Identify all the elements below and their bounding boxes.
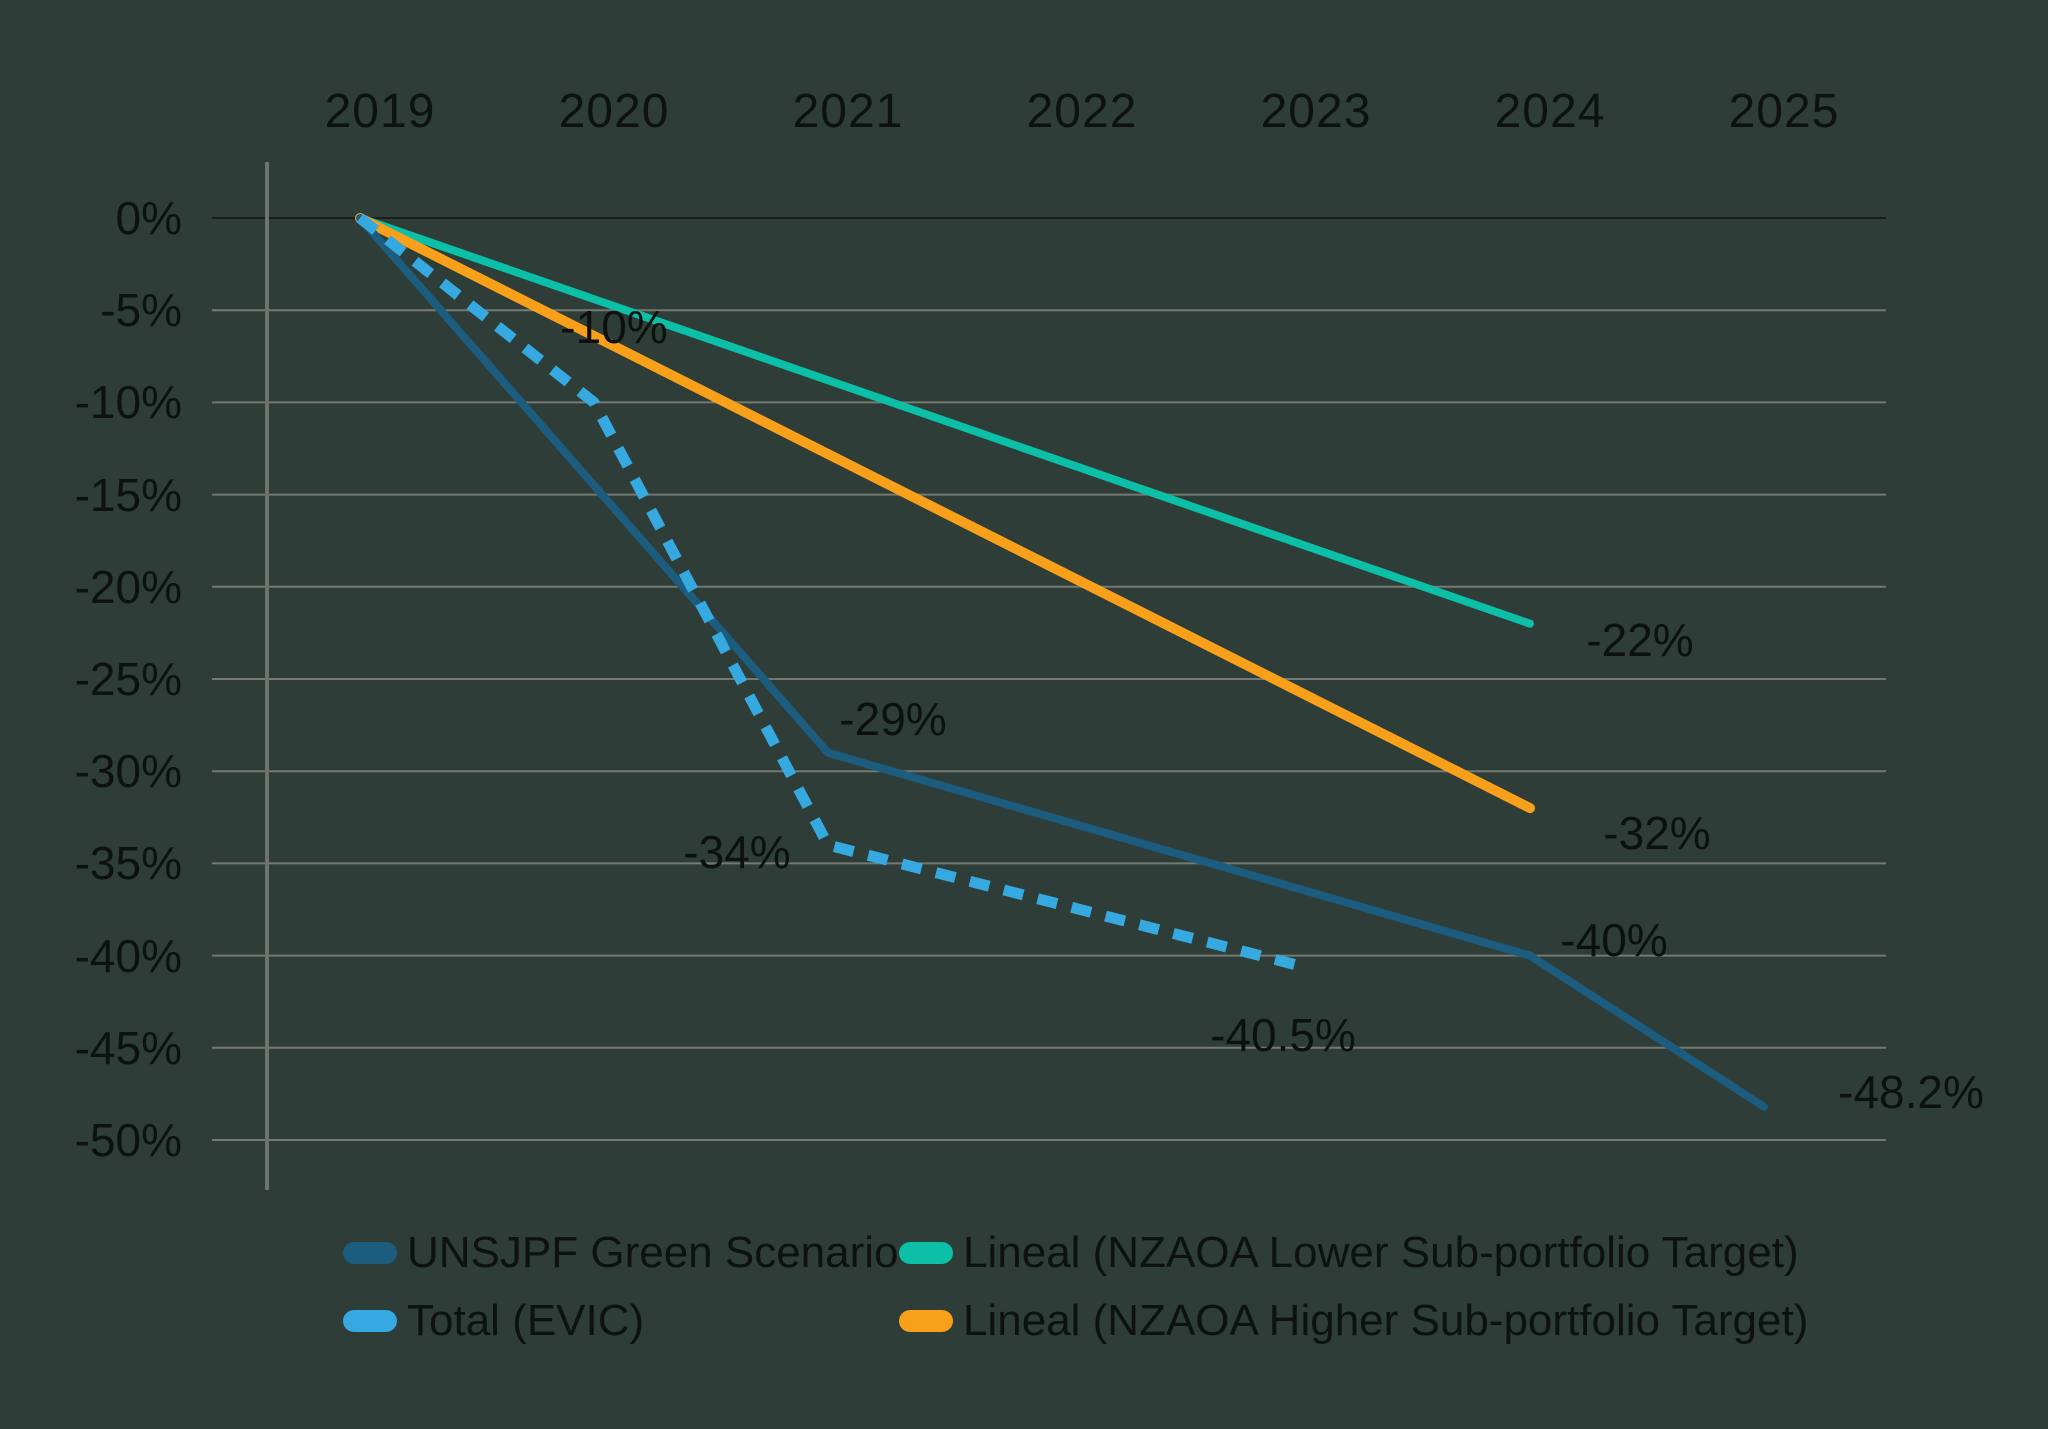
y-tick-label: -40%	[74, 930, 182, 982]
legend-item-lineal-nzaoa-lower: Lineal (NZAOA Lower Sub-portfolio Target…	[899, 1219, 1808, 1287]
legend-item-lineal-nzaoa-higher: Lineal (NZAOA Higher Sub-portfolio Targe…	[899, 1287, 1808, 1355]
y-tick-label: -15%	[74, 469, 182, 521]
series-line-3	[355, 213, 1535, 814]
x-tick-label: 2019	[324, 85, 436, 138]
legend-label: Total (EVIC)	[407, 1296, 645, 1345]
y-tick-label: -30%	[74, 745, 182, 797]
x-tick-label: 2024	[1494, 85, 1606, 138]
data-label: -48.2%	[1838, 1065, 1984, 1118]
data-label: -10%	[560, 301, 668, 354]
data-label: -29%	[839, 692, 947, 745]
legend-swatch-lineal-higher	[899, 1310, 953, 1332]
y-tick-label: -5%	[100, 284, 182, 336]
y-tick-label: -45%	[74, 1022, 182, 1074]
series-line-0	[356, 214, 1768, 1111]
legend-label: UNSJPF Green Scenario	[407, 1228, 899, 1277]
y-tick-label: -25%	[74, 653, 182, 705]
y-tick-label: -10%	[74, 376, 182, 428]
legend-item-total-evic: Total (EVIC)	[343, 1287, 899, 1355]
legend-item-unsjpf-green-scenario: UNSJPF Green Scenario	[343, 1219, 899, 1287]
y-tick-label: -50%	[74, 1114, 182, 1166]
data-label: -40%	[1560, 913, 1668, 966]
x-tick-label: 2021	[792, 85, 904, 138]
data-label: -34%	[683, 825, 791, 878]
x-tick-label: 2023	[1260, 85, 1372, 138]
series-line-1	[356, 213, 1298, 971]
y-tick-label: 0%	[115, 192, 182, 244]
legend-swatch-lineal-lower	[899, 1242, 953, 1264]
y-tick-label: -35%	[74, 837, 182, 889]
x-tick-label: 2022	[1026, 85, 1138, 138]
data-label: -22%	[1586, 613, 1694, 666]
legend: UNSJPF Green Scenario Lineal (NZAOA Lowe…	[343, 1219, 1808, 1355]
x-tick-label: 2025	[1728, 85, 1840, 138]
legend-label: Lineal (NZAOA Lower Sub-portfolio Target…	[963, 1228, 1799, 1277]
data-label: -32%	[1603, 807, 1711, 860]
series-line-2	[356, 214, 1534, 628]
y-tick-label: -20%	[74, 561, 182, 613]
legend-swatch-total-evic	[343, 1310, 397, 1332]
data-label: -40.5%	[1210, 1008, 1356, 1061]
x-tick-label: 2020	[558, 85, 670, 138]
legend-swatch-unsjpf	[343, 1242, 397, 1264]
legend-label: Lineal (NZAOA Higher Sub-portfolio Targe…	[963, 1296, 1809, 1345]
